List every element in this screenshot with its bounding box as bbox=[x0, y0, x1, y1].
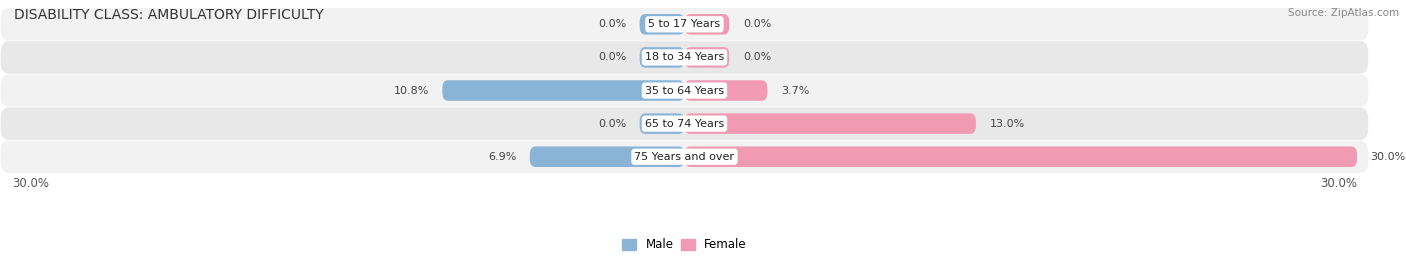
FancyBboxPatch shape bbox=[0, 8, 1368, 40]
FancyBboxPatch shape bbox=[530, 147, 685, 167]
FancyBboxPatch shape bbox=[685, 80, 768, 101]
Text: 0.0%: 0.0% bbox=[598, 19, 626, 29]
Text: 10.8%: 10.8% bbox=[394, 85, 429, 95]
FancyBboxPatch shape bbox=[640, 113, 685, 134]
FancyBboxPatch shape bbox=[685, 47, 730, 68]
Text: Source: ZipAtlas.com: Source: ZipAtlas.com bbox=[1288, 8, 1399, 18]
Text: 18 to 34 Years: 18 to 34 Years bbox=[645, 53, 724, 62]
FancyBboxPatch shape bbox=[0, 74, 1368, 107]
Legend: Male, Female: Male, Female bbox=[621, 238, 747, 251]
Text: 3.7%: 3.7% bbox=[780, 85, 810, 95]
Text: 30.0%: 30.0% bbox=[11, 177, 49, 190]
Text: 35 to 64 Years: 35 to 64 Years bbox=[645, 85, 724, 95]
FancyBboxPatch shape bbox=[443, 80, 685, 101]
FancyBboxPatch shape bbox=[685, 147, 1357, 167]
FancyBboxPatch shape bbox=[685, 113, 976, 134]
Text: 6.9%: 6.9% bbox=[488, 152, 516, 162]
Text: 0.0%: 0.0% bbox=[598, 119, 626, 129]
FancyBboxPatch shape bbox=[0, 140, 1368, 173]
Text: 30.0%: 30.0% bbox=[1371, 152, 1406, 162]
Text: 5 to 17 Years: 5 to 17 Years bbox=[648, 19, 720, 29]
Text: 30.0%: 30.0% bbox=[1320, 177, 1357, 190]
Text: DISABILITY CLASS: AMBULATORY DIFFICULTY: DISABILITY CLASS: AMBULATORY DIFFICULTY bbox=[14, 8, 323, 22]
Text: 0.0%: 0.0% bbox=[598, 53, 626, 62]
FancyBboxPatch shape bbox=[640, 14, 685, 35]
FancyBboxPatch shape bbox=[685, 14, 730, 35]
FancyBboxPatch shape bbox=[0, 107, 1368, 140]
FancyBboxPatch shape bbox=[0, 41, 1368, 74]
Text: 0.0%: 0.0% bbox=[742, 53, 770, 62]
FancyBboxPatch shape bbox=[640, 47, 685, 68]
Text: 65 to 74 Years: 65 to 74 Years bbox=[645, 119, 724, 129]
Text: 13.0%: 13.0% bbox=[990, 119, 1025, 129]
Text: 75 Years and over: 75 Years and over bbox=[634, 152, 734, 162]
Text: 0.0%: 0.0% bbox=[742, 19, 770, 29]
